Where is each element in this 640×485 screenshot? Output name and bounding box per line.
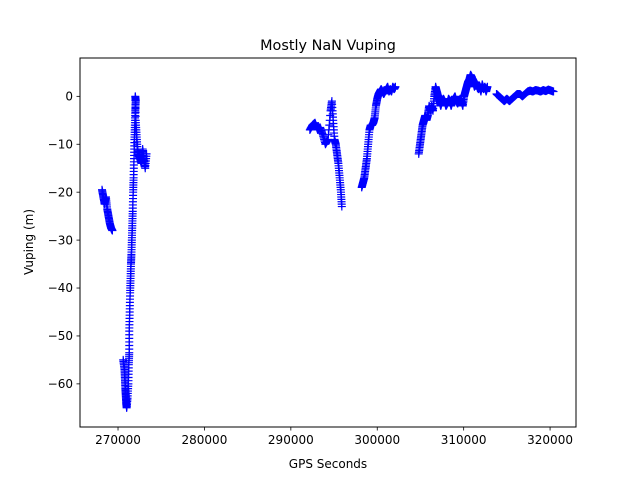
chart-title: Mostly NaN Vuping [260,38,396,54]
x-tick-label: 300000 [354,433,400,447]
data-point [549,87,558,96]
x-tick-label: 280000 [182,433,228,447]
y-tick-label: 0 [65,90,73,104]
y-tick-label: −60 [48,377,73,391]
x-axis-label: GPS Seconds [289,457,367,471]
y-tick-label: −40 [48,281,73,295]
data-point [483,82,492,91]
x-tick-label: 270000 [95,433,141,447]
y-tick-label: −30 [48,233,73,247]
x-tick-label: 290000 [268,433,314,447]
plot-frame [79,57,577,428]
y-tick-label: −10 [48,137,73,151]
y-axis-ticks: 0 −10 −20 −30 −40 −50 −60 [48,90,80,391]
x-tick-label: 320000 [527,433,573,447]
x-tick-label: 310000 [441,433,487,447]
data-points [98,70,558,412]
x-axis-ticks: 270000 280000 290000 300000 310000 320000 [95,427,573,447]
data-point [142,149,151,158]
y-tick-label: −20 [48,185,73,199]
y-axis-label: Vuping (m) [22,209,36,275]
data-point [391,82,400,91]
data-point [337,202,346,211]
y-tick-label: −50 [48,329,73,343]
data-point [108,226,117,235]
